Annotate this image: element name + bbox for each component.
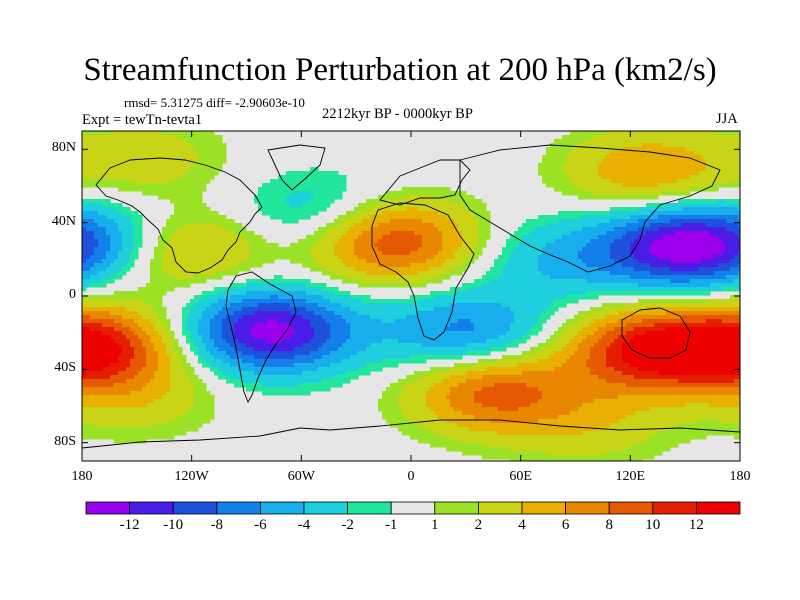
colorbar-tick-label: -2 xyxy=(341,517,354,533)
longitude-tick-label: 120E xyxy=(615,469,646,484)
colorbar-tick-label: -8 xyxy=(210,517,224,533)
longitude-tick-label: 120W xyxy=(174,469,209,484)
latitude-tick-label: 80N xyxy=(51,140,76,156)
coast-australia xyxy=(621,307,691,359)
colorbar-tick-label: 8 xyxy=(605,517,613,533)
colorbar-swatch xyxy=(85,501,130,515)
colorbar-swatch xyxy=(259,501,305,515)
coast-greenland xyxy=(267,144,326,191)
colorbar-tick-label: 4 xyxy=(518,517,526,533)
colorbar-tick-label: 2 xyxy=(474,517,483,533)
colorbar-swatch xyxy=(434,501,479,515)
experiment-label: Expt = tewTn-tevta1 xyxy=(82,112,203,128)
coast-europe xyxy=(379,159,471,206)
longitude-tick-label: 60E xyxy=(509,469,532,484)
longitude-tick-label: 0 xyxy=(407,469,415,484)
colorbar-swatch xyxy=(565,501,610,515)
latitude-tick-label: 40S xyxy=(54,360,76,376)
coast-south-america xyxy=(225,271,297,404)
colorbar-swatch xyxy=(521,501,566,515)
colorbar-tick-label: 6 xyxy=(561,517,570,533)
colorbar-tick-label: -4 xyxy=(297,517,311,533)
period-label: 2212kyr BP - 0000kyr BP xyxy=(322,106,473,122)
colorbar-swatch xyxy=(477,501,523,515)
longitude-tick-label: 180 xyxy=(71,469,93,484)
coast-antarctica xyxy=(82,419,740,449)
colorbar-swatch xyxy=(608,501,654,515)
colorbar-swatch xyxy=(172,501,218,515)
colorbar-swatch xyxy=(390,501,436,515)
latitude-tick-label: 40N xyxy=(51,213,76,229)
coast-north-america xyxy=(95,157,263,274)
rmsd-diff-label: rmsd= 5.31275 diff= -2.90603e-10 xyxy=(124,95,305,110)
coastlines xyxy=(82,144,740,449)
colorbar-swatch xyxy=(696,501,741,515)
colorbar-tick-label: 10 xyxy=(645,517,661,533)
coast-africa xyxy=(371,202,475,341)
colorbar-tick-label: -6 xyxy=(254,517,267,533)
colorbar-swatch xyxy=(303,501,348,515)
colorbar xyxy=(85,501,741,515)
colorbar-swatch xyxy=(347,501,392,515)
latitude-tick-label: 80S xyxy=(54,433,76,449)
season-label: JJA xyxy=(716,111,738,127)
plot-title: Streamfunction Perturbation at 200 hPa (… xyxy=(83,52,717,88)
colorbar-tick-label: -1 xyxy=(384,517,398,533)
streamfunction-field xyxy=(82,131,740,461)
longitude-tick-label: 60W xyxy=(287,469,315,484)
colorbar-swatch xyxy=(652,501,697,515)
latitude-tick-label: 0 xyxy=(69,287,76,302)
axis-ticks xyxy=(81,131,741,461)
coast-asia xyxy=(459,144,721,273)
colorbar-swatch xyxy=(216,501,261,515)
colorbar-tick-label: -10 xyxy=(163,517,184,533)
colorbar-tick-label: 1 xyxy=(431,517,439,533)
longitude-tick-label: 180 xyxy=(729,469,751,484)
colorbar-tick-label: -12 xyxy=(119,517,140,533)
colorbar-swatch xyxy=(129,501,174,515)
colorbar-tick-label: 12 xyxy=(688,517,704,533)
